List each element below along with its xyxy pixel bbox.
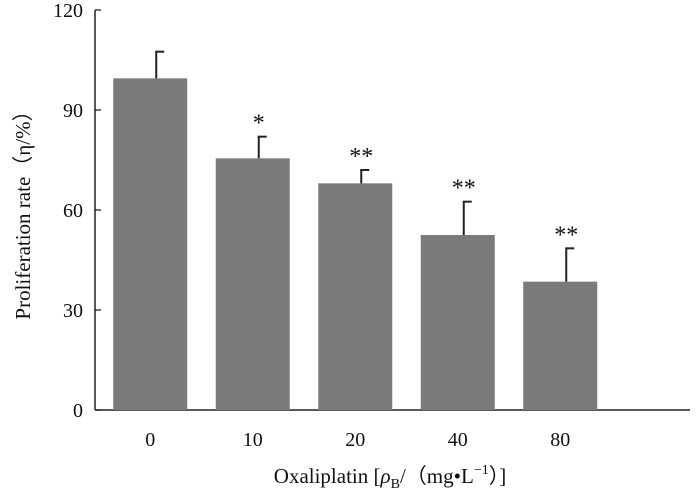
y-tick-label: 60 [63,200,83,222]
significance-mark-20: ** [349,144,373,170]
y-tick-label: 0 [73,400,83,422]
bar-10 [215,158,290,410]
x-tick-label-10: 10 [243,429,263,451]
y-axis-title: Proliferation rate（η/%） [11,100,35,319]
bar-0 [113,78,188,410]
significance-marks-group: ******* [253,111,579,249]
significance-mark-10: * [253,111,265,137]
x-tick-label-20: 20 [345,429,365,451]
bar-40 [420,235,495,410]
bars-group [113,78,598,410]
x-ticks-group: 0 10 20 40 80 [145,429,570,451]
x-tick-label-40: 40 [448,429,468,451]
x-tick-label-0: 0 [145,429,155,451]
x-tick-label-80: 80 [550,429,570,451]
x-axis-title: Oxaliplatin [ρB/（mg•L−1）] [274,463,506,492]
significance-mark-40: ** [452,176,476,202]
bar-20 [318,183,393,410]
y-tick-label: 90 [63,100,83,122]
bar-80 [523,281,598,410]
error-bars-group [155,50,575,282]
y-tick-label: 30 [63,300,83,322]
y-ticks-group: 0 30 60 90 120 [53,0,101,422]
significance-mark-80: ** [554,222,578,248]
y-tick-label: 120 [53,0,83,22]
